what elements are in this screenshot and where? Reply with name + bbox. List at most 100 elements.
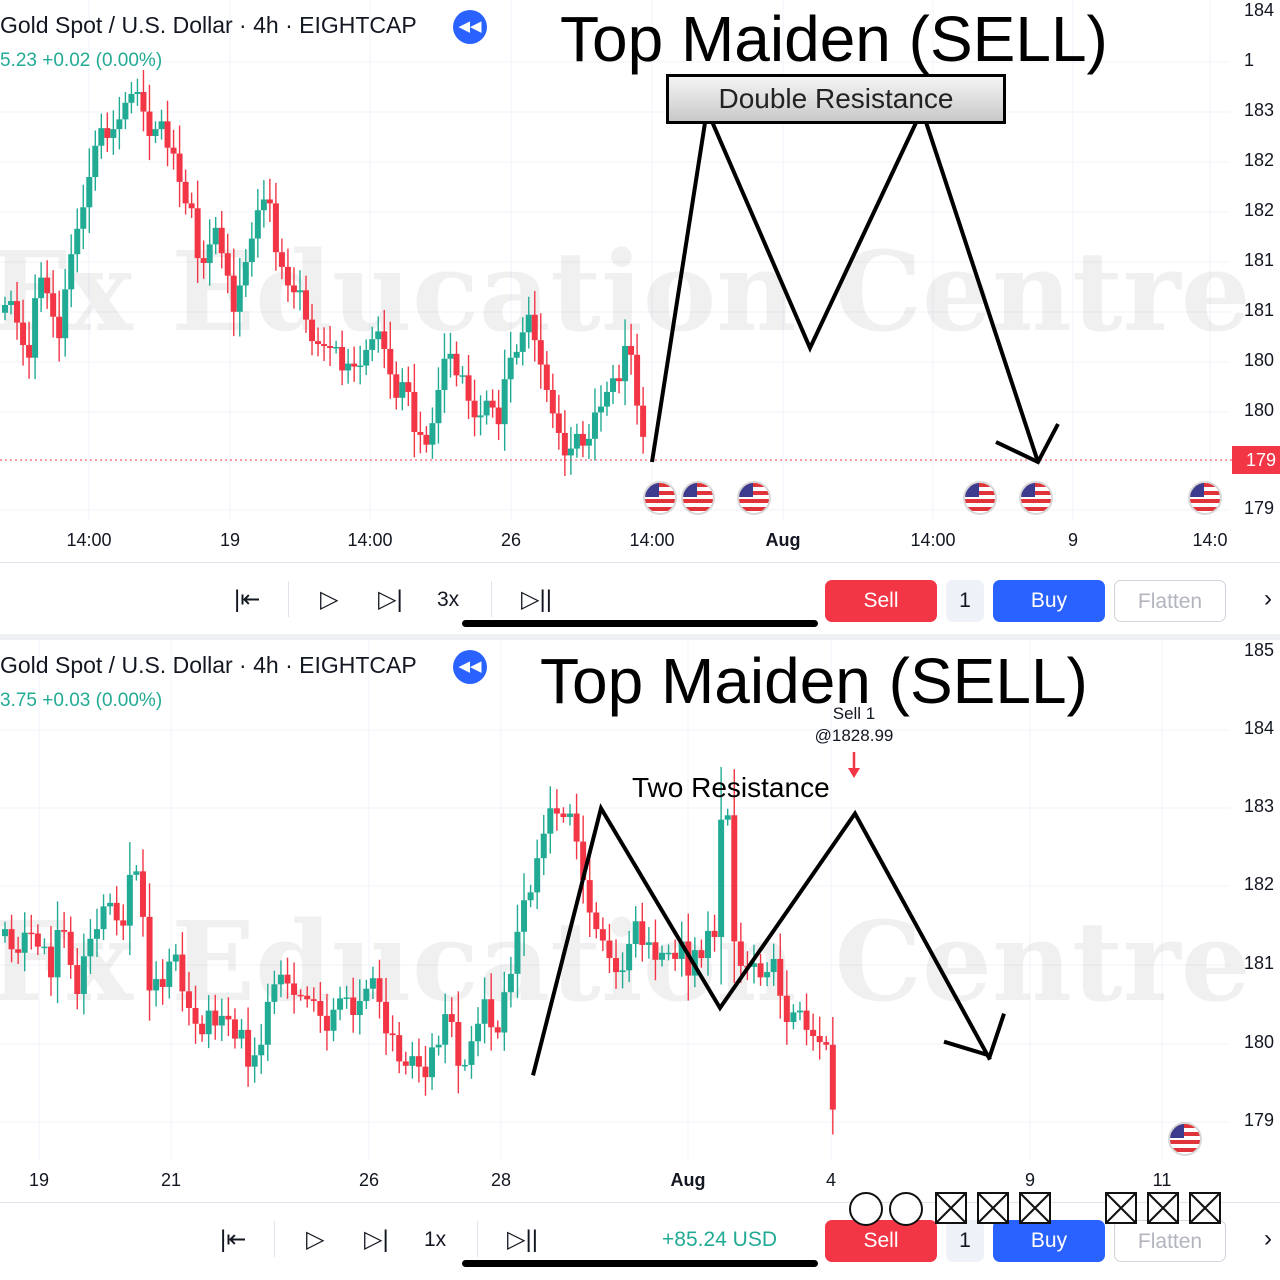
sell-marker-arrow [848,768,860,778]
jump-to-realtime-icon[interactable]: ▷|| [521,586,552,613]
candle [309,303,316,356]
candle [453,341,460,387]
candle [724,808,731,826]
x-axis-label: 14:0 [1192,530,1228,550]
x-axis-label: 19 [219,530,241,550]
candle [32,274,39,380]
chevron-right-icon[interactable]: › [1264,1225,1272,1252]
step-forward-icon[interactable]: ▷| [378,586,403,613]
candle [21,912,28,972]
candle [816,1016,823,1060]
y-axis-label: 179 [1244,498,1275,518]
candle [375,316,382,353]
buy-button[interactable]: Buy [993,580,1105,622]
candle [555,394,562,450]
us-flag-event-icon[interactable] [963,481,997,515]
candle [415,1038,422,1083]
candle [272,182,279,271]
candle [8,914,15,963]
candle [188,192,195,218]
candle [471,379,478,437]
candle [665,944,672,961]
rewind-button[interactable]: ◀◀ [453,10,487,44]
replay-speed[interactable]: 3x [437,588,460,611]
play-icon[interactable]: ▷ [306,1226,325,1253]
sell-order-note: Sell 1 @1828.99 [800,703,908,747]
candle [540,814,547,876]
chevron-right-icon[interactable]: › [1264,585,1272,612]
candle [153,961,160,1007]
candle [363,339,370,376]
candle [212,216,219,255]
jump-to-realtime-icon[interactable]: ▷|| [507,1226,538,1253]
candle [284,957,291,999]
us-flag-event-icon[interactable] [681,481,715,515]
us-flag-event-icon[interactable] [1168,1122,1202,1156]
play-icon[interactable]: ▷ [320,586,339,613]
candle [560,807,567,823]
candle [461,1059,468,1071]
candle [62,268,69,357]
candle [291,962,298,1014]
candle [678,921,685,977]
candle [20,299,27,366]
us-flag-event-icon[interactable] [1188,481,1222,515]
us-flag-event-icon[interactable] [737,481,771,515]
candle [245,1007,252,1087]
price-chart-top[interactable]: Fx Education Centre [0,0,1280,562]
y-axis-label: 180 [1244,1032,1275,1052]
replay-speed[interactable]: 1x [424,1228,447,1251]
toolbar-divider [477,1221,478,1257]
rewind-icon: ◀◀ [458,18,482,35]
candle [159,959,166,1005]
jump-to-start-icon[interactable]: |⇤ [220,1226,247,1253]
candle [481,977,488,1044]
candle [212,994,219,1040]
rewind-button[interactable]: ◀◀ [453,650,487,684]
candle [80,184,87,250]
candle [14,281,21,340]
sell-button[interactable]: Sell [825,580,937,622]
candle [488,973,495,1051]
candle [110,110,117,155]
candle [645,927,652,959]
candle [383,977,390,1055]
candle [242,249,249,298]
candle [26,321,33,379]
candle [224,233,231,294]
candle [448,997,455,1038]
candle [585,424,592,459]
candle [591,388,598,461]
candle [543,351,550,403]
quantity-field[interactable]: 1 [946,1220,984,1262]
flatten-button[interactable]: Flatten [1114,580,1226,622]
sell-button[interactable]: Sell [825,1220,937,1262]
candle [205,995,212,1049]
y-axis-label: 185 [1244,640,1275,660]
candle [41,938,48,955]
buy-button[interactable]: Buy [993,1220,1105,1262]
price-chart-bottom[interactable]: Fx Education Centre [0,640,1280,1202]
candle [387,321,394,399]
candle [737,922,744,983]
candle [231,1008,238,1049]
chart-panel-bottom[interactable]: Fx Education Centre Gold Spot / U.S. Dol… [0,640,1280,1202]
candle [100,894,107,941]
candle [435,367,442,444]
candle [381,309,388,369]
quantity-field[interactable]: 1 [946,580,984,622]
scroll-bar[interactable] [462,620,818,627]
candle [323,993,330,1051]
x-axis-label: 28 [490,1170,512,1190]
scroll-bar[interactable] [462,1260,818,1267]
x-axis-label: Aug [765,530,801,550]
candle [489,389,496,418]
jump-to-start-icon[interactable]: |⇤ [234,586,261,613]
us-flag-event-icon[interactable] [643,481,677,515]
chart-panel-top[interactable]: Fx Education Centre Gold Spot / U.S. Dol… [0,0,1280,562]
step-forward-icon[interactable]: ▷| [364,1226,389,1253]
candle [254,189,261,258]
sell-order-price: @1828.99 [814,726,894,745]
candle [810,1013,817,1051]
us-flag-event-icon[interactable] [1019,481,1053,515]
